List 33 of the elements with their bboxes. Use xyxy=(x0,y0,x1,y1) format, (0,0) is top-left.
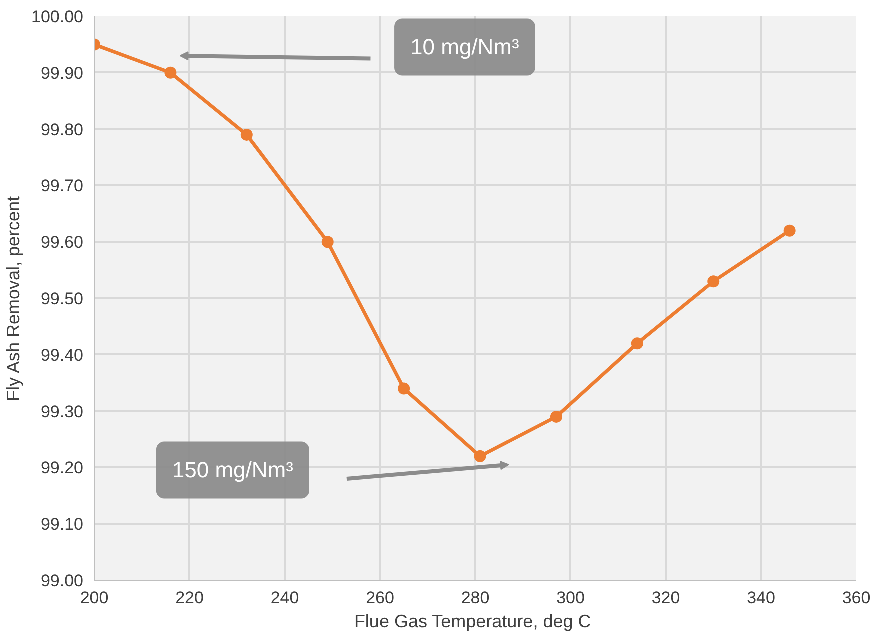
x-tick-label: 280 xyxy=(461,588,490,608)
x-tick-label: 220 xyxy=(176,588,204,608)
y-tick-label: 99.60 xyxy=(40,233,84,252)
y-tick-label: 99.10 xyxy=(40,515,84,534)
annotation: 150 mg/Nm³ xyxy=(172,458,294,483)
y-tick-label: 99.40 xyxy=(40,346,84,365)
y-tick-label: 99.70 xyxy=(40,176,84,196)
x-tick-label: 340 xyxy=(747,588,776,608)
y-tick-label: 99.50 xyxy=(40,290,84,308)
point xyxy=(784,224,796,237)
x-tick-label: 200 xyxy=(80,588,109,608)
x-tick-label: 360 xyxy=(842,588,871,608)
x-tick-label: 240 xyxy=(270,588,300,608)
point xyxy=(164,66,177,79)
y-tick-label: 100.00 xyxy=(32,8,84,26)
y-tick-label: 99.30 xyxy=(40,402,84,422)
y-axis-title: Fly Ash Removal, percent xyxy=(4,196,24,402)
x-tick-label: 260 xyxy=(366,588,394,608)
annotation: 10 mg/Nm³ xyxy=(410,34,520,60)
point xyxy=(550,410,562,423)
point xyxy=(631,338,644,350)
point xyxy=(240,128,253,141)
point xyxy=(708,276,720,288)
y-tick-label: 99.20 xyxy=(40,458,84,478)
point xyxy=(322,236,334,248)
x-tick-label: 320 xyxy=(652,588,680,608)
point xyxy=(398,382,410,395)
x-tick-label: 300 xyxy=(556,588,585,608)
x-axis-title: Flue Gas Temperature, deg C xyxy=(354,612,592,632)
y-tick-label: 99.80 xyxy=(40,120,84,140)
y-tick-label: 99.00 xyxy=(40,572,84,590)
point xyxy=(474,450,486,462)
y-tick-label: 99.90 xyxy=(40,64,84,83)
